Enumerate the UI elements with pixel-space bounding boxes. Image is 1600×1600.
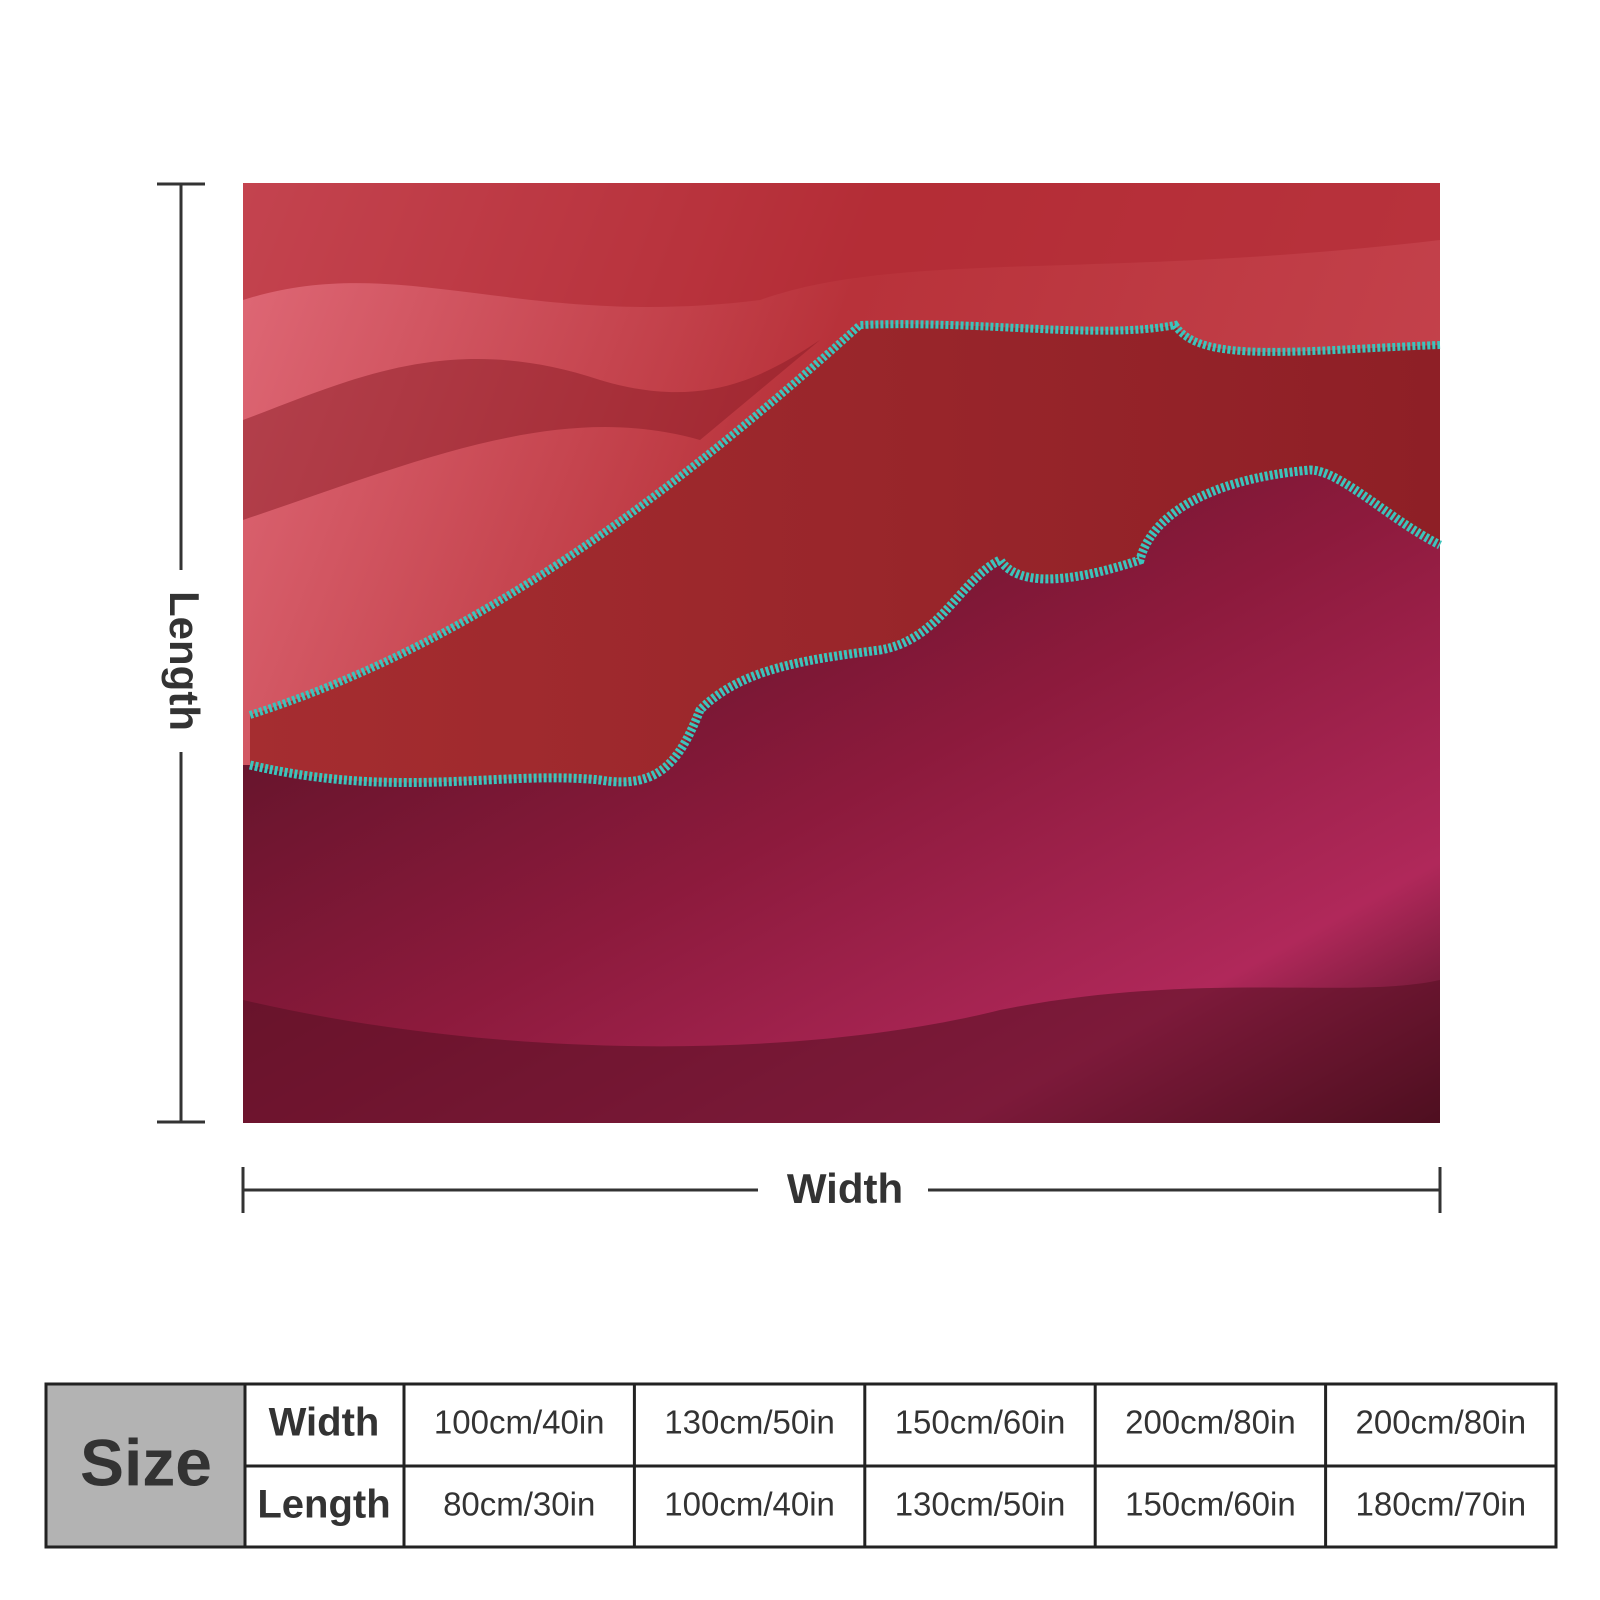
size-value: 100cm/40in xyxy=(434,1404,605,1441)
size-value: 100cm/40in xyxy=(664,1486,835,1523)
size-value: 200cm/80in xyxy=(1355,1404,1526,1441)
size-title: Size xyxy=(80,1425,212,1499)
size-value: 150cm/60in xyxy=(1125,1486,1296,1523)
length-label: Length xyxy=(161,591,208,731)
length-indicator xyxy=(157,182,205,1124)
size-value: 180cm/70in xyxy=(1355,1486,1526,1523)
size-value: 80cm/30in xyxy=(443,1486,595,1523)
row-header: Length xyxy=(257,1483,390,1527)
size-table: Size Width 100cm/40in 130cm/50in 150cm/60in… xyxy=(44,1382,1558,1549)
size-value: 130cm/50in xyxy=(895,1486,1066,1523)
size-value: 200cm/80in xyxy=(1125,1404,1296,1441)
width-label: Width xyxy=(787,1165,903,1212)
artwork xyxy=(243,183,1443,1123)
size-cell xyxy=(46,1384,245,1547)
size-value: 150cm/60in xyxy=(895,1404,1066,1441)
row-header: Width xyxy=(269,1401,380,1445)
size-value: 130cm/50in xyxy=(664,1404,835,1441)
width-indicator xyxy=(241,1167,1442,1213)
